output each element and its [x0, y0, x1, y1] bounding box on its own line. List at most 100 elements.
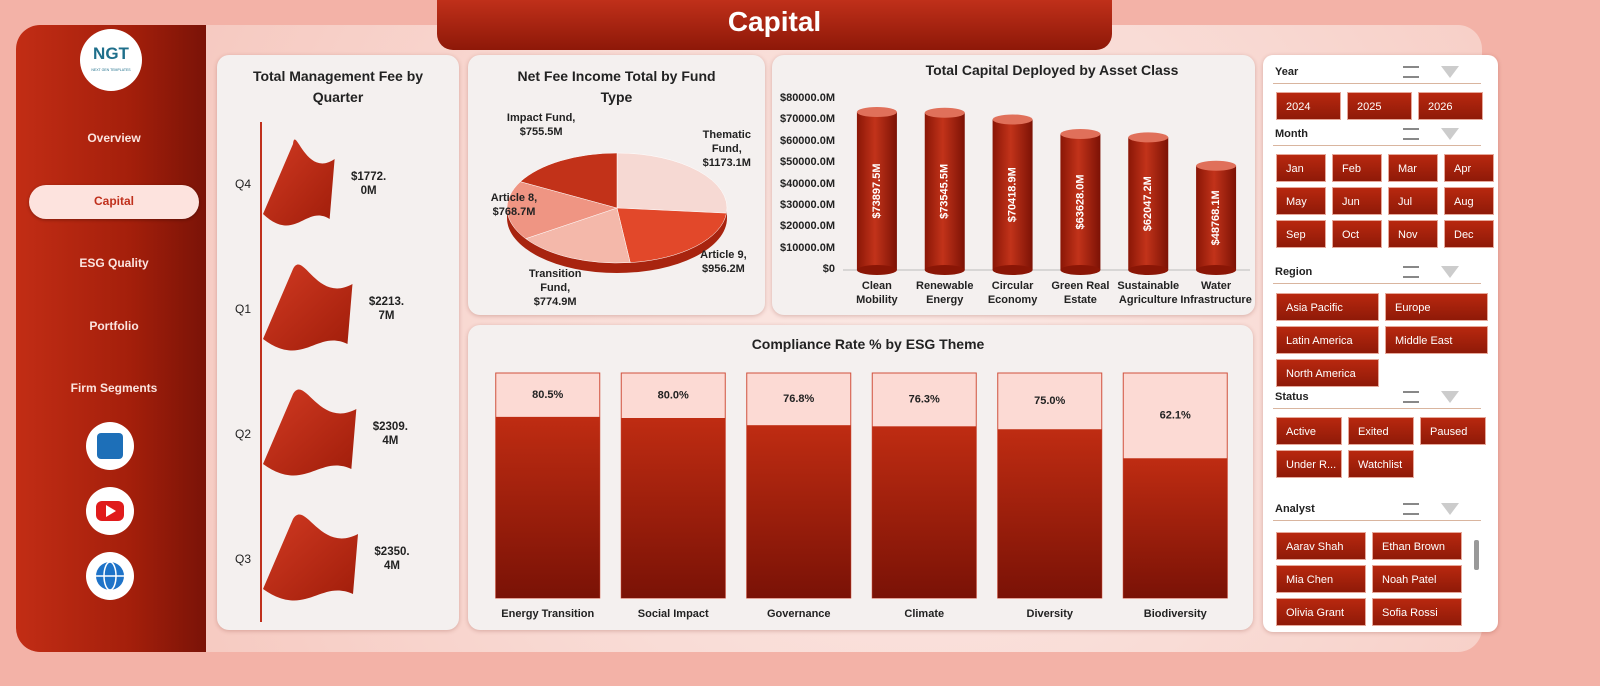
- value-label: $2350.4M: [374, 546, 410, 572]
- slicer-rule: [1273, 83, 1481, 84]
- slicer-rule: [1273, 283, 1481, 284]
- bar-base: [856, 265, 897, 275]
- value-label: $73897.5M: [871, 163, 883, 218]
- bar-cap: [1196, 160, 1237, 171]
- nav-item[interactable]: ESG Quality: [79, 256, 149, 270]
- slicer-button[interactable]: Aug: [1444, 187, 1494, 215]
- slicer-title: Region: [1275, 266, 1313, 278]
- slicer-button[interactable]: Jul: [1388, 187, 1438, 215]
- pie-slice: [616, 207, 727, 263]
- slicer-button[interactable]: Mar: [1388, 154, 1438, 182]
- slicer-button[interactable]: Active: [1276, 417, 1342, 445]
- card-fee: [217, 55, 459, 630]
- logo-tagline: NEXT GEN TEMPLATES: [91, 68, 131, 72]
- slicer-button[interactable]: Noah Patel: [1372, 565, 1462, 593]
- y-tick-label: $10000.0M: [779, 241, 835, 254]
- nav-item[interactable]: Overview: [87, 131, 141, 145]
- slicer-button[interactable]: Jun: [1332, 187, 1382, 215]
- slicer-button[interactable]: Europe: [1385, 293, 1488, 321]
- logo-text: NGT: [93, 44, 129, 63]
- multi-select-icon[interactable]: [1403, 66, 1419, 78]
- nav-item[interactable]: Capital: [93, 193, 134, 208]
- bar-base: [1196, 265, 1237, 275]
- clear-filter-icon[interactable]: [1441, 66, 1459, 78]
- slicer-button[interactable]: Watchlist: [1348, 450, 1414, 478]
- pie-label: Impact Fund, $755.5M: [501, 111, 581, 139]
- bar: [746, 425, 851, 598]
- pie-label: Article 8, $768.7M: [474, 191, 554, 219]
- bar: [1060, 133, 1101, 270]
- clear-filter-icon[interactable]: [1441, 503, 1459, 515]
- pie-label-value: $755.5M: [519, 126, 563, 139]
- pie-label-name: Article 8,: [490, 192, 538, 205]
- y-tick-label: $50000.0M: [779, 156, 835, 169]
- slicer-button[interactable]: Sep: [1276, 220, 1326, 248]
- slicer-button[interactable]: Apr: [1444, 154, 1494, 182]
- slicer-button[interactable]: Dec: [1444, 220, 1494, 248]
- slicer-rule: [1273, 520, 1481, 521]
- multi-select-icon[interactable]: [1403, 266, 1419, 278]
- bar-cap: [856, 107, 897, 118]
- scrollbar[interactable]: [1474, 540, 1479, 570]
- bar-base: [924, 265, 965, 275]
- clear-filter-icon[interactable]: [1441, 128, 1459, 140]
- bar-cap: [924, 107, 965, 118]
- slicer-button[interactable]: Aarav Shah: [1276, 532, 1366, 560]
- multi-select-icon[interactable]: [1403, 503, 1419, 515]
- bar: [856, 112, 897, 270]
- slicer-button[interactable]: Paused: [1420, 417, 1486, 445]
- slicer-button[interactable]: Middle East: [1385, 326, 1488, 354]
- bar: [992, 119, 1033, 270]
- bar: [872, 426, 977, 598]
- slicer-button[interactable]: Nov: [1388, 220, 1438, 248]
- y-tick-label: $70000.0M: [779, 113, 835, 126]
- x-tick-label: Clean Mobility: [856, 280, 898, 306]
- nav-item[interactable]: Portfolio: [89, 318, 139, 333]
- slicer-button[interactable]: Ethan Brown: [1372, 532, 1462, 560]
- slicer-button[interactable]: Under R...: [1276, 450, 1342, 478]
- multi-select-icon[interactable]: [1403, 391, 1419, 403]
- slicer-button[interactable]: 2024: [1276, 92, 1341, 120]
- category-label: Q4: [234, 177, 251, 191]
- value-label: $73545.5M: [939, 164, 951, 219]
- slicer-rule: [1273, 145, 1481, 146]
- social-icons: [86, 422, 134, 600]
- bar: [1123, 458, 1228, 598]
- x-tick-label: Green Real Estate: [1051, 280, 1110, 306]
- slicer-button[interactable]: North America: [1276, 359, 1379, 387]
- slicer-button[interactable]: 2025: [1347, 92, 1412, 120]
- chart-title: Net Fee Income Total by Fund Type: [517, 68, 716, 105]
- clear-filter-icon[interactable]: [1441, 266, 1459, 278]
- x-tick-label: Renewable Energy: [916, 280, 974, 306]
- slicer-button[interactable]: Sofia Rossi: [1372, 598, 1462, 626]
- x-tick-label: Climate: [904, 608, 945, 620]
- multi-select-icon[interactable]: [1403, 128, 1419, 140]
- clear-filter-icon[interactable]: [1441, 391, 1459, 403]
- slicer-button[interactable]: Asia Pacific: [1276, 293, 1379, 321]
- x-tick-label: Energy Transition: [501, 608, 595, 620]
- value-label: $48768.1M: [1210, 190, 1222, 245]
- bar-base: [1128, 265, 1169, 275]
- slicer-button[interactable]: Mia Chen: [1276, 565, 1366, 593]
- slicer-title: Status: [1275, 391, 1309, 403]
- slicer-button[interactable]: Feb: [1332, 154, 1382, 182]
- value-label: $2309.4M: [372, 421, 408, 447]
- x-tick-label: Circular Economy: [987, 280, 1038, 306]
- slicer-button[interactable]: Oct: [1332, 220, 1382, 248]
- bar-cap: [1060, 128, 1101, 139]
- slicer-button[interactable]: Latin America: [1276, 326, 1379, 354]
- x-tick-label: Diversity: [1026, 608, 1073, 620]
- slicer-button[interactable]: Exited: [1348, 417, 1414, 445]
- slicer-rule: [1273, 408, 1481, 409]
- x-tick-label: Social Impact: [637, 608, 709, 620]
- value-label: $70418.9M: [1006, 167, 1018, 222]
- slicer-button[interactable]: 2026: [1418, 92, 1483, 120]
- pie-label-value: $956.2M: [701, 263, 745, 276]
- value-label: 76.8%: [783, 393, 814, 405]
- slicer-button[interactable]: Olivia Grant: [1276, 598, 1366, 626]
- slicer-button[interactable]: May: [1276, 187, 1326, 215]
- slicer-button[interactable]: Jan: [1276, 154, 1326, 182]
- nav-item[interactable]: Firm Segments: [70, 381, 158, 395]
- pie-slice: [519, 152, 618, 209]
- category-label: Q1: [234, 302, 251, 316]
